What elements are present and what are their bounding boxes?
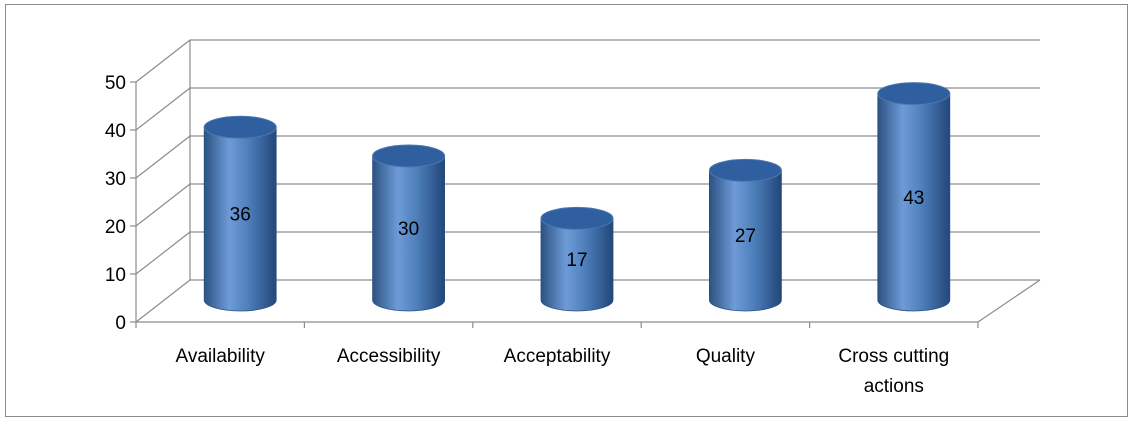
- bar-body: [203, 126, 277, 312]
- data-label: 27: [735, 226, 756, 247]
- y-tick-label: 20: [105, 217, 126, 238]
- gridline-side: [135, 39, 191, 83]
- y-tick-label: 40: [105, 121, 126, 142]
- gridline-side: [135, 87, 191, 131]
- y-tick-label: 50: [105, 73, 126, 94]
- category-label: Quality: [696, 346, 756, 367]
- gridline-side: [135, 279, 191, 323]
- y-tick-label: 30: [105, 169, 126, 190]
- bar-top: [708, 158, 782, 182]
- y-tick-label: 10: [105, 265, 126, 286]
- floor-right-edge: [977, 279, 1041, 323]
- bar-2: [372, 144, 446, 312]
- data-label: 43: [903, 188, 924, 209]
- axis-layer: [130, 81, 1041, 328]
- gridline-side: [135, 183, 191, 227]
- y-tick-label: 0: [115, 313, 126, 334]
- bar-body: [877, 93, 951, 312]
- gridline-side: [135, 135, 191, 179]
- bar-layer: [203, 82, 951, 312]
- bar-body: [372, 155, 445, 312]
- category-label: Accessibility: [337, 346, 441, 367]
- category-label: Cross cutting: [838, 346, 949, 367]
- bar-3: [540, 206, 614, 312]
- bar-top: [877, 82, 951, 106]
- bar-top: [203, 115, 277, 139]
- category-label: Acceptability: [504, 346, 611, 367]
- data-label: 36: [230, 205, 251, 226]
- data-label: 30: [398, 219, 419, 240]
- bar-1: [203, 115, 277, 312]
- data-label: 17: [566, 250, 587, 271]
- bar-top: [540, 206, 614, 230]
- label-layer: 0 10 20 30 40 50 36 30 17 27 43 Availability Accessi…: [105, 73, 949, 397]
- category-label: actions: [864, 376, 924, 397]
- category-label: Availability: [175, 346, 265, 367]
- bar-5: [877, 82, 951, 312]
- bar-4: [708, 158, 782, 312]
- gridline-side: [135, 231, 191, 275]
- bar-top: [372, 144, 446, 168]
- bar-body: [540, 218, 614, 312]
- bar-body: [709, 170, 782, 312]
